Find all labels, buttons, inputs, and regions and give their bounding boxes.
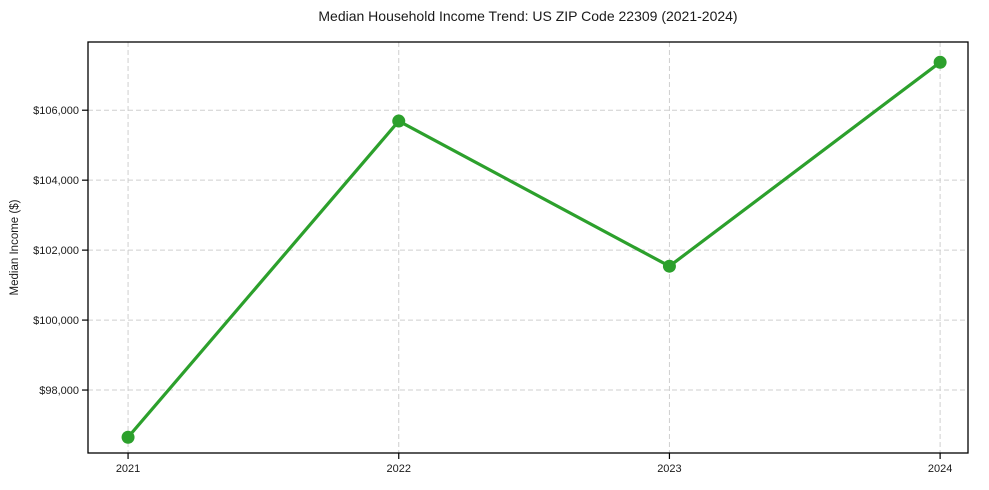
grid-layer bbox=[88, 42, 968, 453]
data-point-2024 bbox=[933, 55, 947, 69]
series-layer bbox=[121, 55, 947, 444]
data-point-2022 bbox=[392, 114, 406, 128]
y-tick-label: $98,000 bbox=[39, 385, 79, 397]
y-tick-label: $106,000 bbox=[33, 105, 79, 117]
x-tick-label: 2023 bbox=[657, 463, 681, 475]
axis-layer: $98,000 $100,000 $102,000 $104,000 $106,000 2… bbox=[33, 41, 969, 475]
y-tick-label: $100,000 bbox=[33, 315, 79, 327]
x-tick-label: 2024 bbox=[928, 463, 952, 475]
chart-title: Median Household Income Trend: US ZIP Co… bbox=[318, 8, 737, 24]
plot-border bbox=[87, 41, 969, 454]
y-tick-label: $102,000 bbox=[33, 245, 79, 257]
y-tick-label: $104,000 bbox=[33, 175, 79, 187]
x-tick-label: 2022 bbox=[387, 463, 411, 475]
trend-line bbox=[126, 60, 942, 439]
data-point-2023 bbox=[662, 259, 676, 273]
data-point-2021 bbox=[121, 430, 135, 444]
y-axis-label: Median Income ($) bbox=[9, 199, 21, 295]
x-tick-label: 2021 bbox=[116, 463, 140, 475]
